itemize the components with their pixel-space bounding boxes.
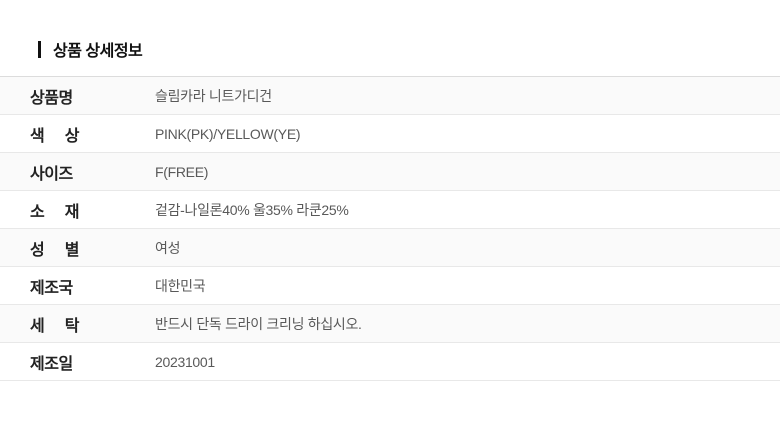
spec-row-washing: 세 탁 반드시 단독 드라이 크리닝 하십시오. bbox=[0, 305, 780, 343]
spec-row-country: 제조국 대한민국 bbox=[0, 267, 780, 305]
spec-value: 여성 bbox=[155, 239, 181, 256]
spec-row-material: 소 재 겉감-나일론40% 울35% 라쿤25% bbox=[0, 191, 780, 229]
spec-row-manufacture-date: 제조일 20231001 bbox=[0, 343, 780, 381]
spec-label: 성 별 bbox=[30, 241, 80, 259]
spec-label: 소 재 bbox=[30, 203, 80, 221]
title-accent-bar bbox=[38, 40, 41, 58]
spec-row-color: 색 상 PINK(PK)/YELLOW(YE) bbox=[0, 115, 780, 153]
section-title: 상품 상세정보 bbox=[53, 43, 143, 60]
spec-label: 색 상 bbox=[30, 127, 80, 145]
spec-label: 상품명 bbox=[30, 89, 73, 107]
spec-row-product-name: 상품명 슬림카라 니트가디건 bbox=[0, 77, 780, 115]
spec-value: 겉감-나일론40% 울35% 라쿤25% bbox=[155, 201, 349, 218]
spec-label: 제조일 bbox=[30, 355, 73, 373]
spec-row-gender: 성 별 여성 bbox=[0, 229, 780, 267]
spec-label: 세 탁 bbox=[30, 317, 80, 335]
spec-value: PINK(PK)/YELLOW(YE) bbox=[155, 125, 301, 142]
spec-label: 사이즈 bbox=[30, 165, 73, 183]
spec-table: 상품명 슬림카라 니트가디건 색 상 PINK(PK)/YELLOW(YE) 사… bbox=[0, 76, 780, 381]
spec-value: 슬림카라 니트가디건 bbox=[155, 87, 272, 104]
spec-label: 제조국 bbox=[30, 279, 73, 297]
section-header: 상품 상세정보 bbox=[38, 37, 143, 61]
spec-value: 20231001 bbox=[155, 353, 215, 370]
spec-value: F(FREE) bbox=[155, 163, 209, 180]
spec-row-size: 사이즈 F(FREE) bbox=[0, 153, 780, 191]
spec-value: 반드시 단독 드라이 크리닝 하십시오. bbox=[155, 315, 362, 332]
spec-value: 대한민국 bbox=[155, 277, 206, 294]
